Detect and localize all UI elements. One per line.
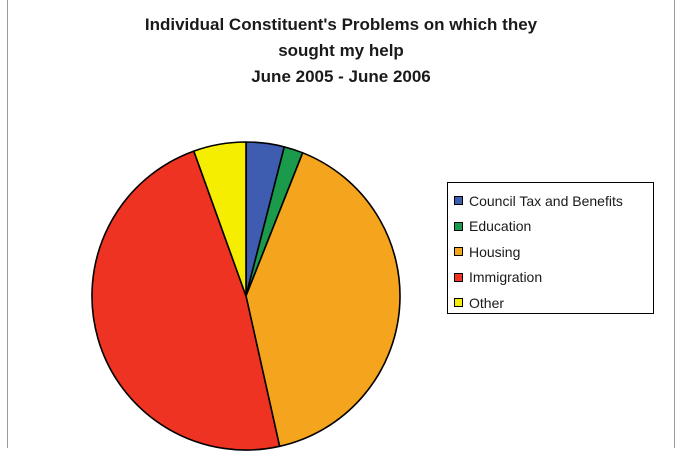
legend-item-other: Other <box>454 290 653 316</box>
pie-slice-immigration <box>91 150 281 451</box>
legend-label-immigration: Immigration <box>469 269 543 286</box>
legend-swatch-other <box>454 298 463 308</box>
pie-slice-other <box>193 141 247 297</box>
chart-title-line-1: Individual Constituent's Problems on whi… <box>144 15 538 34</box>
pie-slice-housing <box>245 152 401 448</box>
legend-swatch-immigration <box>454 272 463 282</box>
legend-swatch-housing <box>454 247 463 257</box>
legend-item-education: Education <box>454 214 653 240</box>
legend-label-education: Education <box>469 218 532 235</box>
legend-item-immigration: Immigration <box>454 265 653 291</box>
legend-item-council-tax-and-benefits: Council Tax and Benefits <box>454 188 653 214</box>
legend-swatch-education <box>454 221 463 231</box>
chart-area <box>7 0 675 448</box>
chart-title-line-3: June 2005 - June 2006 <box>251 67 431 86</box>
legend-swatch-council-tax-and-benefits <box>454 196 463 206</box>
legend-label-other: Other <box>469 294 505 311</box>
legend-item-housing: Housing <box>454 239 653 265</box>
chart-title-line-2: sought my help <box>278 41 404 60</box>
legend-label-council-tax-and-benefits: Council Tax and Benefits <box>469 192 623 209</box>
chart-title: Individual Constituent's Problems on whi… <box>0 12 682 90</box>
chart-legend: Council Tax and Benefits Education Housi… <box>447 182 654 314</box>
legend-label-housing: Housing <box>469 243 521 260</box>
